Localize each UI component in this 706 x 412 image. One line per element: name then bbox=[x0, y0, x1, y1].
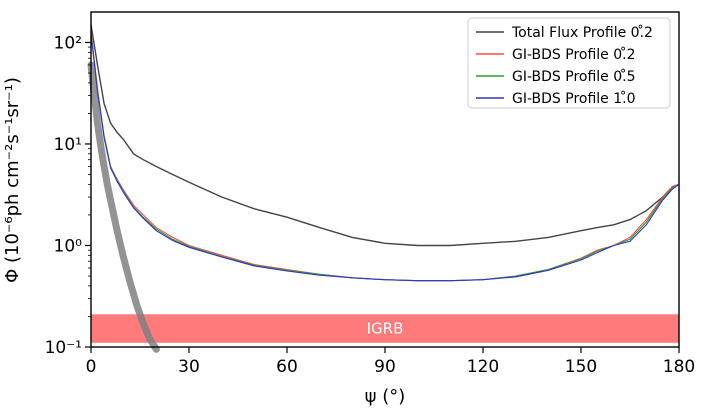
legend-box bbox=[467, 17, 671, 109]
series-line-total_flux bbox=[90, 24, 680, 247]
x-axis-label: ψ (°) bbox=[365, 386, 406, 407]
x-tick-label: 180 bbox=[663, 357, 695, 377]
x-tick-label: 150 bbox=[565, 357, 597, 377]
x-tick-label: 30 bbox=[178, 357, 200, 377]
y-tick-label: 10² bbox=[54, 33, 82, 53]
igrb-label: IGRB bbox=[367, 320, 404, 338]
series-layer bbox=[90, 24, 680, 282]
igrb-band bbox=[91, 314, 679, 343]
series-line-gibds_10 bbox=[90, 34, 680, 282]
legend-label-gibds_05: GI-BDS Profile 0.̊5 bbox=[512, 68, 636, 85]
y-tick-label: 10⁰ bbox=[54, 236, 83, 256]
legend-label-total_flux: Total Flux Profile 0.̊2 bbox=[511, 24, 653, 41]
y-tick-label: 10⁻¹ bbox=[45, 338, 82, 358]
y-tick-label: 10¹ bbox=[54, 135, 82, 155]
x-tick-label: 120 bbox=[467, 357, 499, 377]
y-axis-label: Φ (10⁻⁶ph cm⁻²s⁻¹sr⁻¹) bbox=[2, 77, 23, 283]
igrb-layer: IGRB bbox=[91, 314, 679, 343]
x-tick-label: 0 bbox=[86, 357, 97, 377]
legend: Total Flux Profile 0.̊2 GI-BDS Profile 0.… bbox=[467, 17, 671, 109]
gray-curve-layer bbox=[87, 61, 160, 353]
x-tick-label: 90 bbox=[374, 357, 396, 377]
legend-label-gibds_10: GI-BDS Profile 1.̊0 bbox=[512, 90, 636, 107]
gray-curve bbox=[87, 61, 160, 353]
legend-label-gibds_02: GI-BDS Profile 0.̊2 bbox=[512, 46, 636, 63]
x-axis: 0 30 60 90 120 150 180 bbox=[86, 347, 695, 377]
y-axis: 10⁻¹ 10⁰ 10¹ 10² bbox=[45, 33, 91, 358]
x-tick-label: 60 bbox=[276, 357, 298, 377]
